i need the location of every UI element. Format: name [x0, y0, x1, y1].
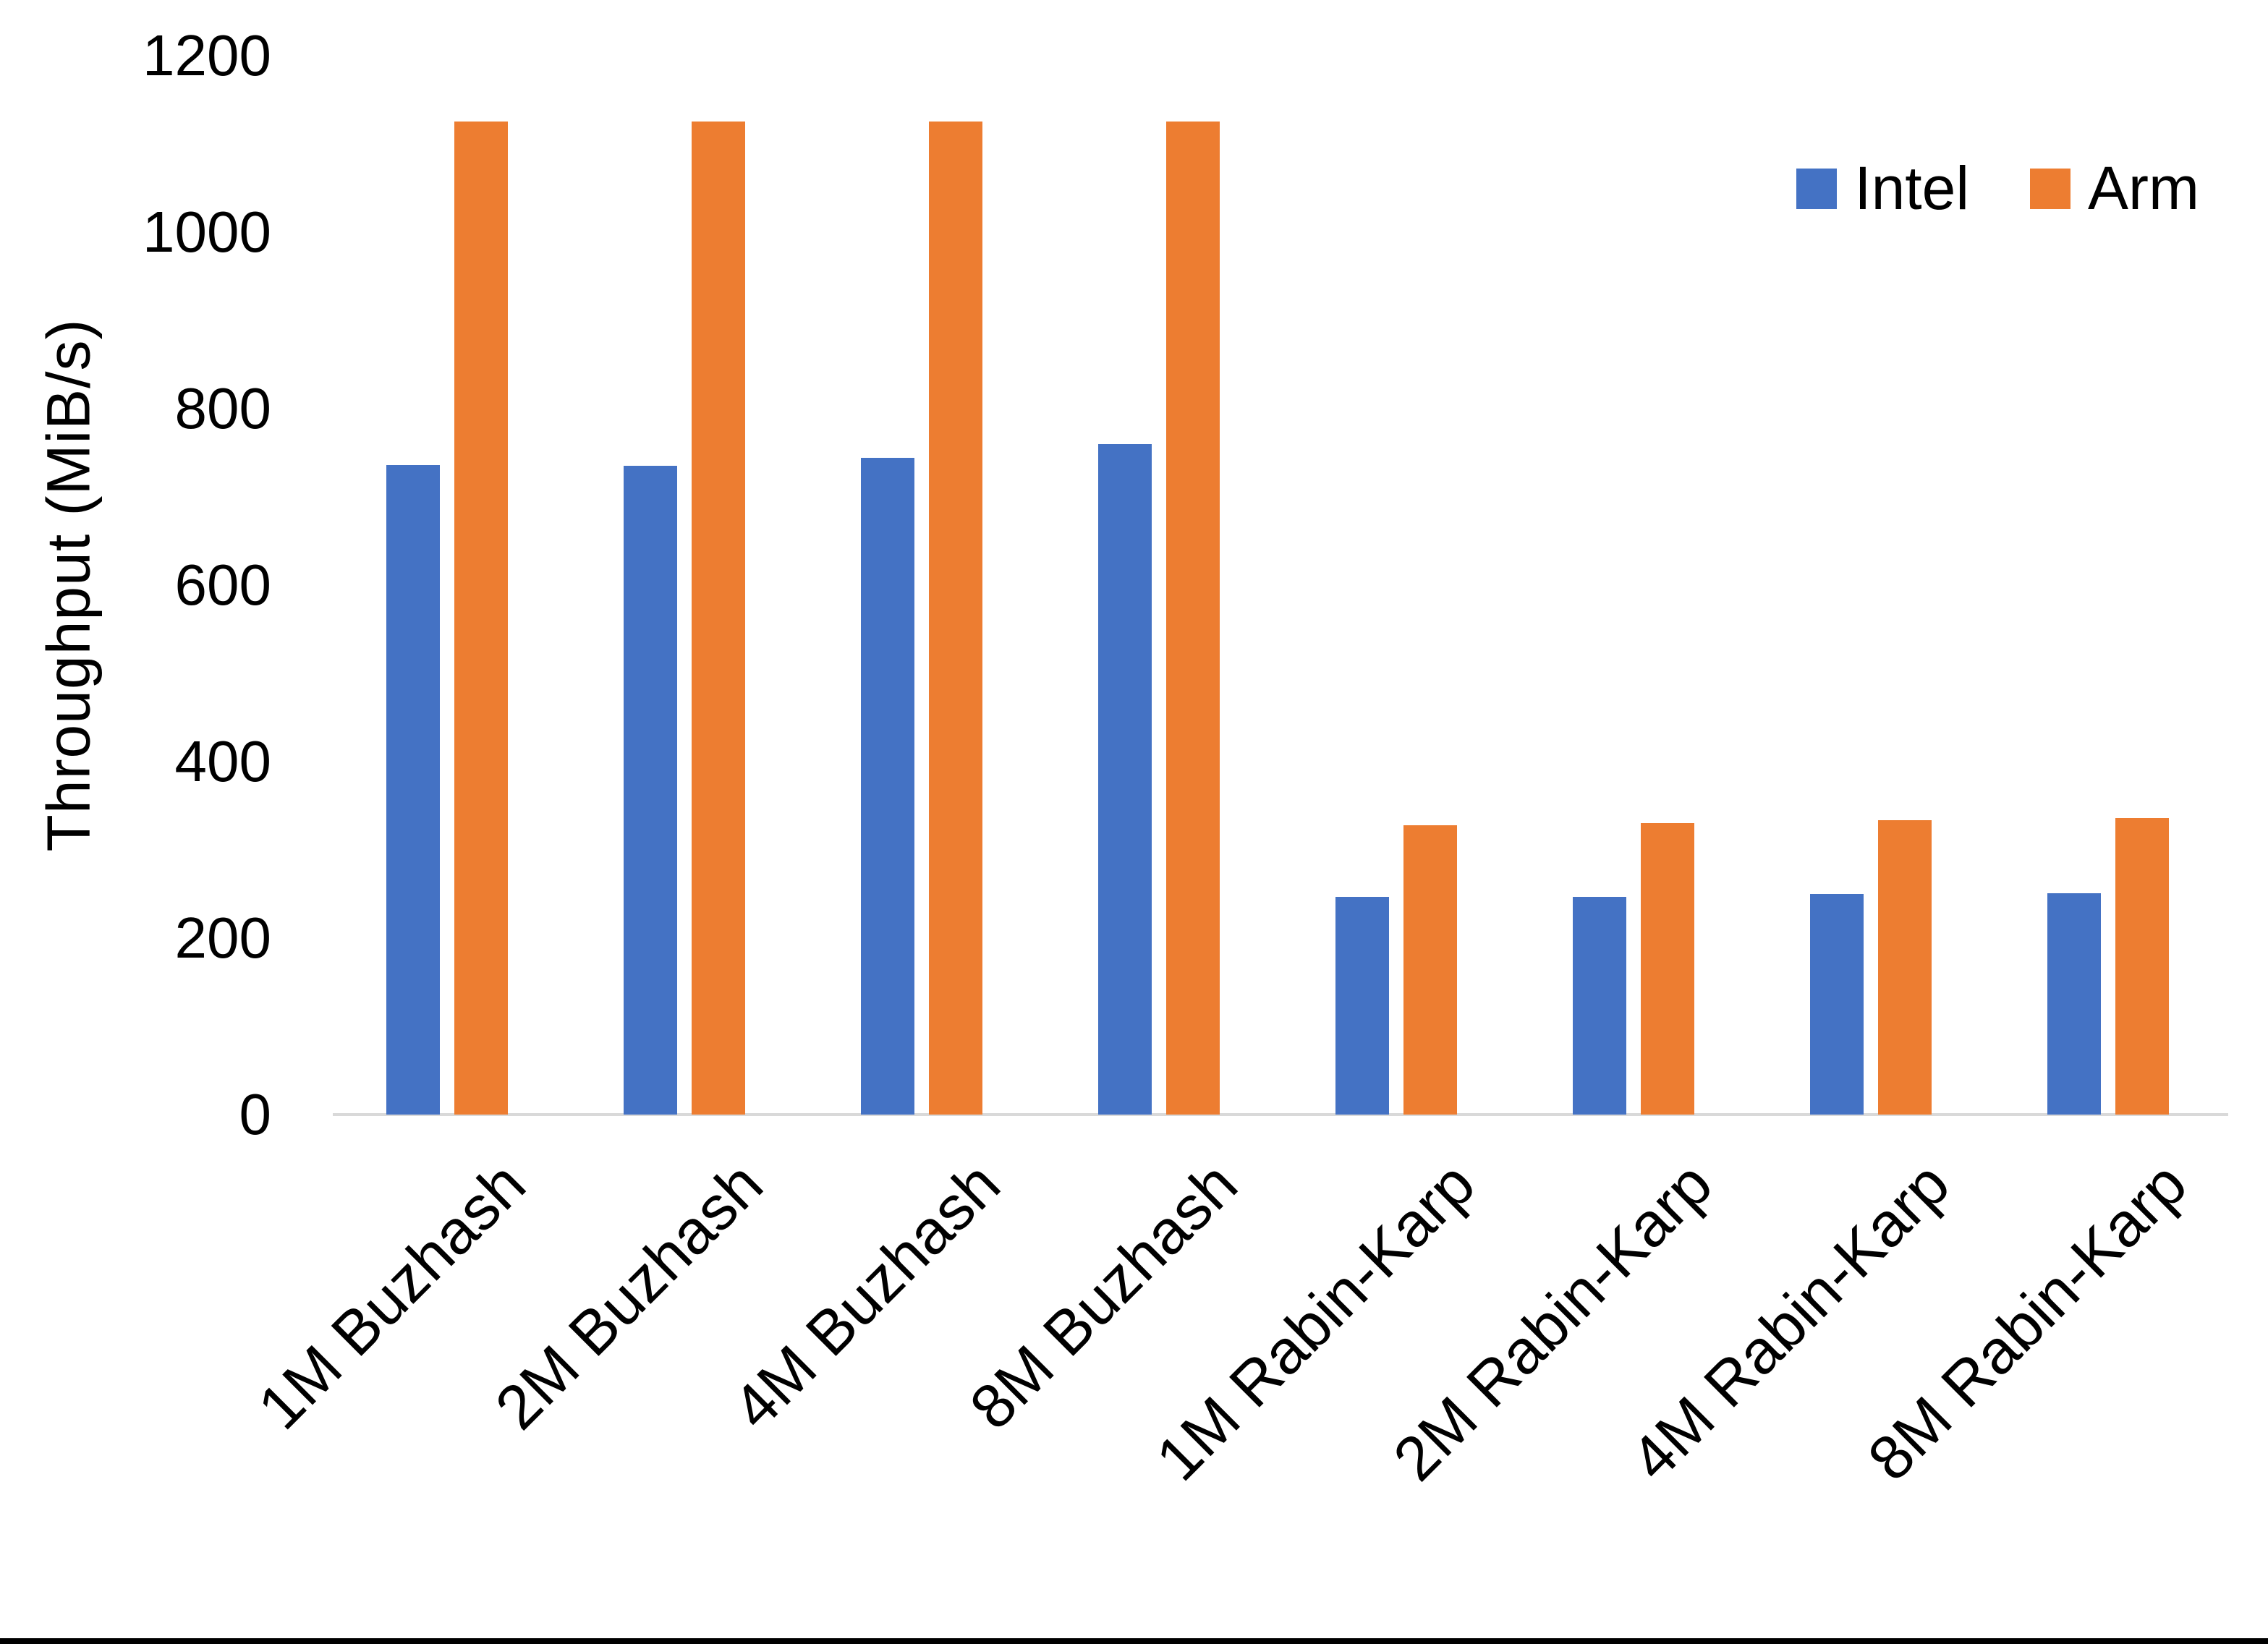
bar-arm-8m-rabin-karp — [2115, 818, 2169, 1115]
legend-item-intel: Intel — [1796, 153, 1969, 223]
y-tick-label: 1200 — [143, 23, 271, 88]
bar-arm-2m-rabin-karp — [1641, 823, 1694, 1115]
bar-intel-8m-rabin-karp — [2047, 893, 2101, 1115]
y-tick-label: 600 — [174, 553, 271, 617]
y-tick-label: 0 — [239, 1082, 272, 1146]
legend-item-arm: Arm — [2030, 153, 2199, 223]
slide-bottom-border — [0, 1638, 2268, 1644]
bar-arm-1m-buzhash — [454, 122, 508, 1115]
legend-label-intel: Intel — [1854, 154, 1970, 222]
y-tick-label: 200 — [174, 906, 271, 970]
legend-swatch-arm — [2030, 168, 2071, 209]
bar-intel-1m-buzhash — [386, 465, 440, 1115]
bar-arm-4m-rabin-karp — [1878, 820, 1932, 1115]
bar-intel-8m-buzhash — [1098, 444, 1152, 1115]
bar-arm-1m-rabin-karp — [1403, 825, 1457, 1115]
bar-intel-2m-rabin-karp — [1573, 897, 1626, 1115]
bar-arm-4m-buzhash — [929, 122, 982, 1115]
bar-arm-8m-buzhash — [1166, 122, 1220, 1115]
legend-swatch-intel — [1796, 168, 1838, 209]
y-tick-label: 1000 — [143, 200, 271, 264]
y-tick-label: 800 — [174, 376, 271, 440]
bar-intel-4m-buzhash — [861, 458, 914, 1115]
bar-intel-1m-rabin-karp — [1335, 897, 1389, 1115]
bar-intel-4m-rabin-karp — [1810, 894, 1864, 1115]
x-axis-line — [333, 1113, 2228, 1116]
legend: Intel Arm — [1796, 153, 2199, 223]
bar-intel-2m-buzhash — [624, 466, 677, 1115]
y-tick-label: 400 — [174, 729, 271, 793]
bar-arm-2m-buzhash — [692, 122, 745, 1115]
legend-label-arm: Arm — [2088, 154, 2199, 222]
